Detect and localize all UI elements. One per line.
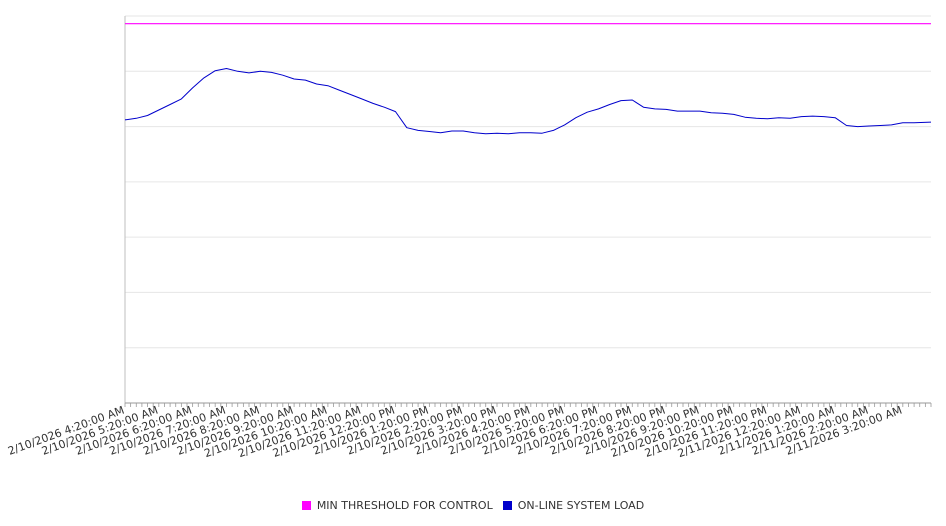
line-chart: 2/10/2026 4:20:00 AM2/10/2026 5:20:00 AM… xyxy=(6,15,932,461)
legend-swatch-online-system-load xyxy=(502,501,512,510)
legend-item-min-threshold[interactable]: MIN THRESHOLD FOR CONTROL xyxy=(301,499,493,512)
series-lines xyxy=(124,23,932,135)
x-axis-tick-labels: 2/10/2026 4:20:00 AM2/10/2026 5:20:00 AM… xyxy=(6,404,904,461)
series-line-online-system-load xyxy=(124,68,932,135)
x-axis-minor-ticks xyxy=(124,403,932,407)
legend-item-online-system-load[interactable]: ON-LINE SYSTEM LOAD xyxy=(502,499,645,512)
chart-legend: MIN THRESHOLD FOR CONTROL ON-LINE SYSTEM… xyxy=(0,499,946,512)
axes xyxy=(124,16,931,404)
legend-swatch-min-threshold xyxy=(301,501,311,510)
grid-lines xyxy=(125,15,931,349)
legend-label-min-threshold: MIN THRESHOLD FOR CONTROL xyxy=(316,499,493,512)
legend-label-online-system-load: ON-LINE SYSTEM LOAD xyxy=(517,499,645,512)
